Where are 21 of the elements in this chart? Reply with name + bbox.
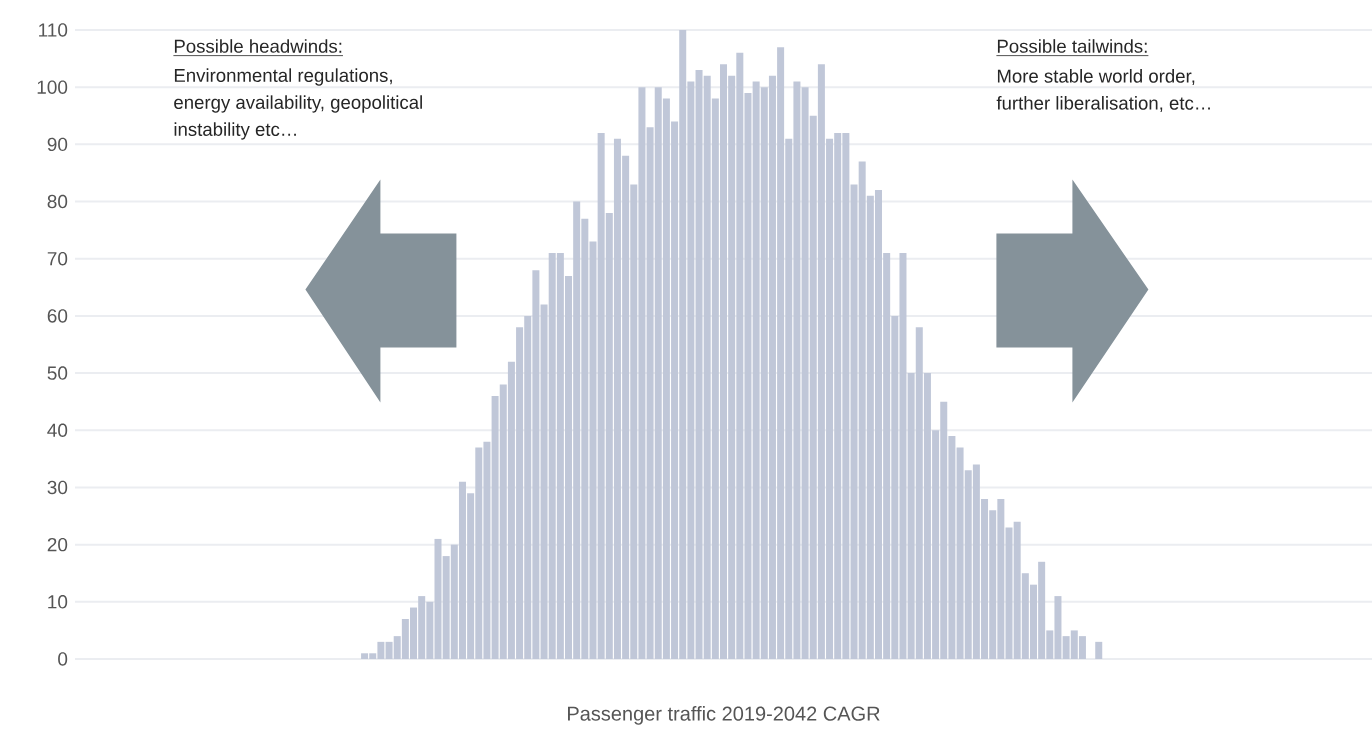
y-tick-label: 70 xyxy=(47,252,68,266)
y-tick-label: 100 xyxy=(37,80,68,94)
bar xyxy=(1095,641,1103,659)
y-tick-label: 10 xyxy=(48,595,68,609)
y-tick-label: 90 xyxy=(47,137,68,152)
annotation: Environmental regulations, xyxy=(174,68,392,86)
y-tick-label: 30 xyxy=(47,480,68,495)
y-tick-label: 110 xyxy=(39,23,68,37)
y-tick-label: 50 xyxy=(47,366,68,380)
y-tick-label: 60 xyxy=(47,309,68,323)
y-tick-label: 0 xyxy=(58,652,68,666)
annotation: Possible tailwinds: xyxy=(997,39,1147,53)
annotation: More stable world order, xyxy=(997,69,1195,85)
annotation: instability etc… xyxy=(174,122,296,140)
annotation: Possible headwinds: xyxy=(174,39,342,53)
y-tick-label: 20 xyxy=(47,537,68,552)
annotation: energy availability, geopolitical xyxy=(174,95,422,113)
y-tick-label: 80 xyxy=(47,194,68,209)
y-tick-label: 40 xyxy=(47,423,68,437)
x-axis-title: Passenger traffic 2019-2042 CAGR xyxy=(568,706,880,725)
annotation: further liberalisation, etc… xyxy=(996,96,1210,112)
